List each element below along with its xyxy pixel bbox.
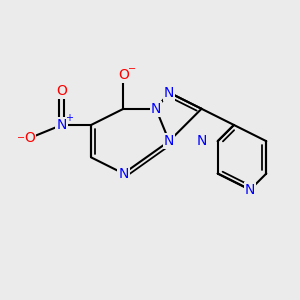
Text: N: N bbox=[164, 134, 174, 148]
Text: N: N bbox=[245, 183, 255, 197]
Text: N: N bbox=[196, 134, 207, 148]
Text: N: N bbox=[151, 102, 161, 116]
Text: N: N bbox=[56, 118, 67, 132]
Text: O: O bbox=[24, 131, 35, 145]
Text: N: N bbox=[118, 167, 129, 181]
Text: −: − bbox=[17, 133, 25, 143]
Text: −: − bbox=[128, 64, 136, 74]
Text: O: O bbox=[118, 68, 129, 82]
Text: N: N bbox=[164, 85, 174, 100]
Text: O: O bbox=[56, 84, 67, 98]
Text: +: + bbox=[65, 113, 73, 124]
